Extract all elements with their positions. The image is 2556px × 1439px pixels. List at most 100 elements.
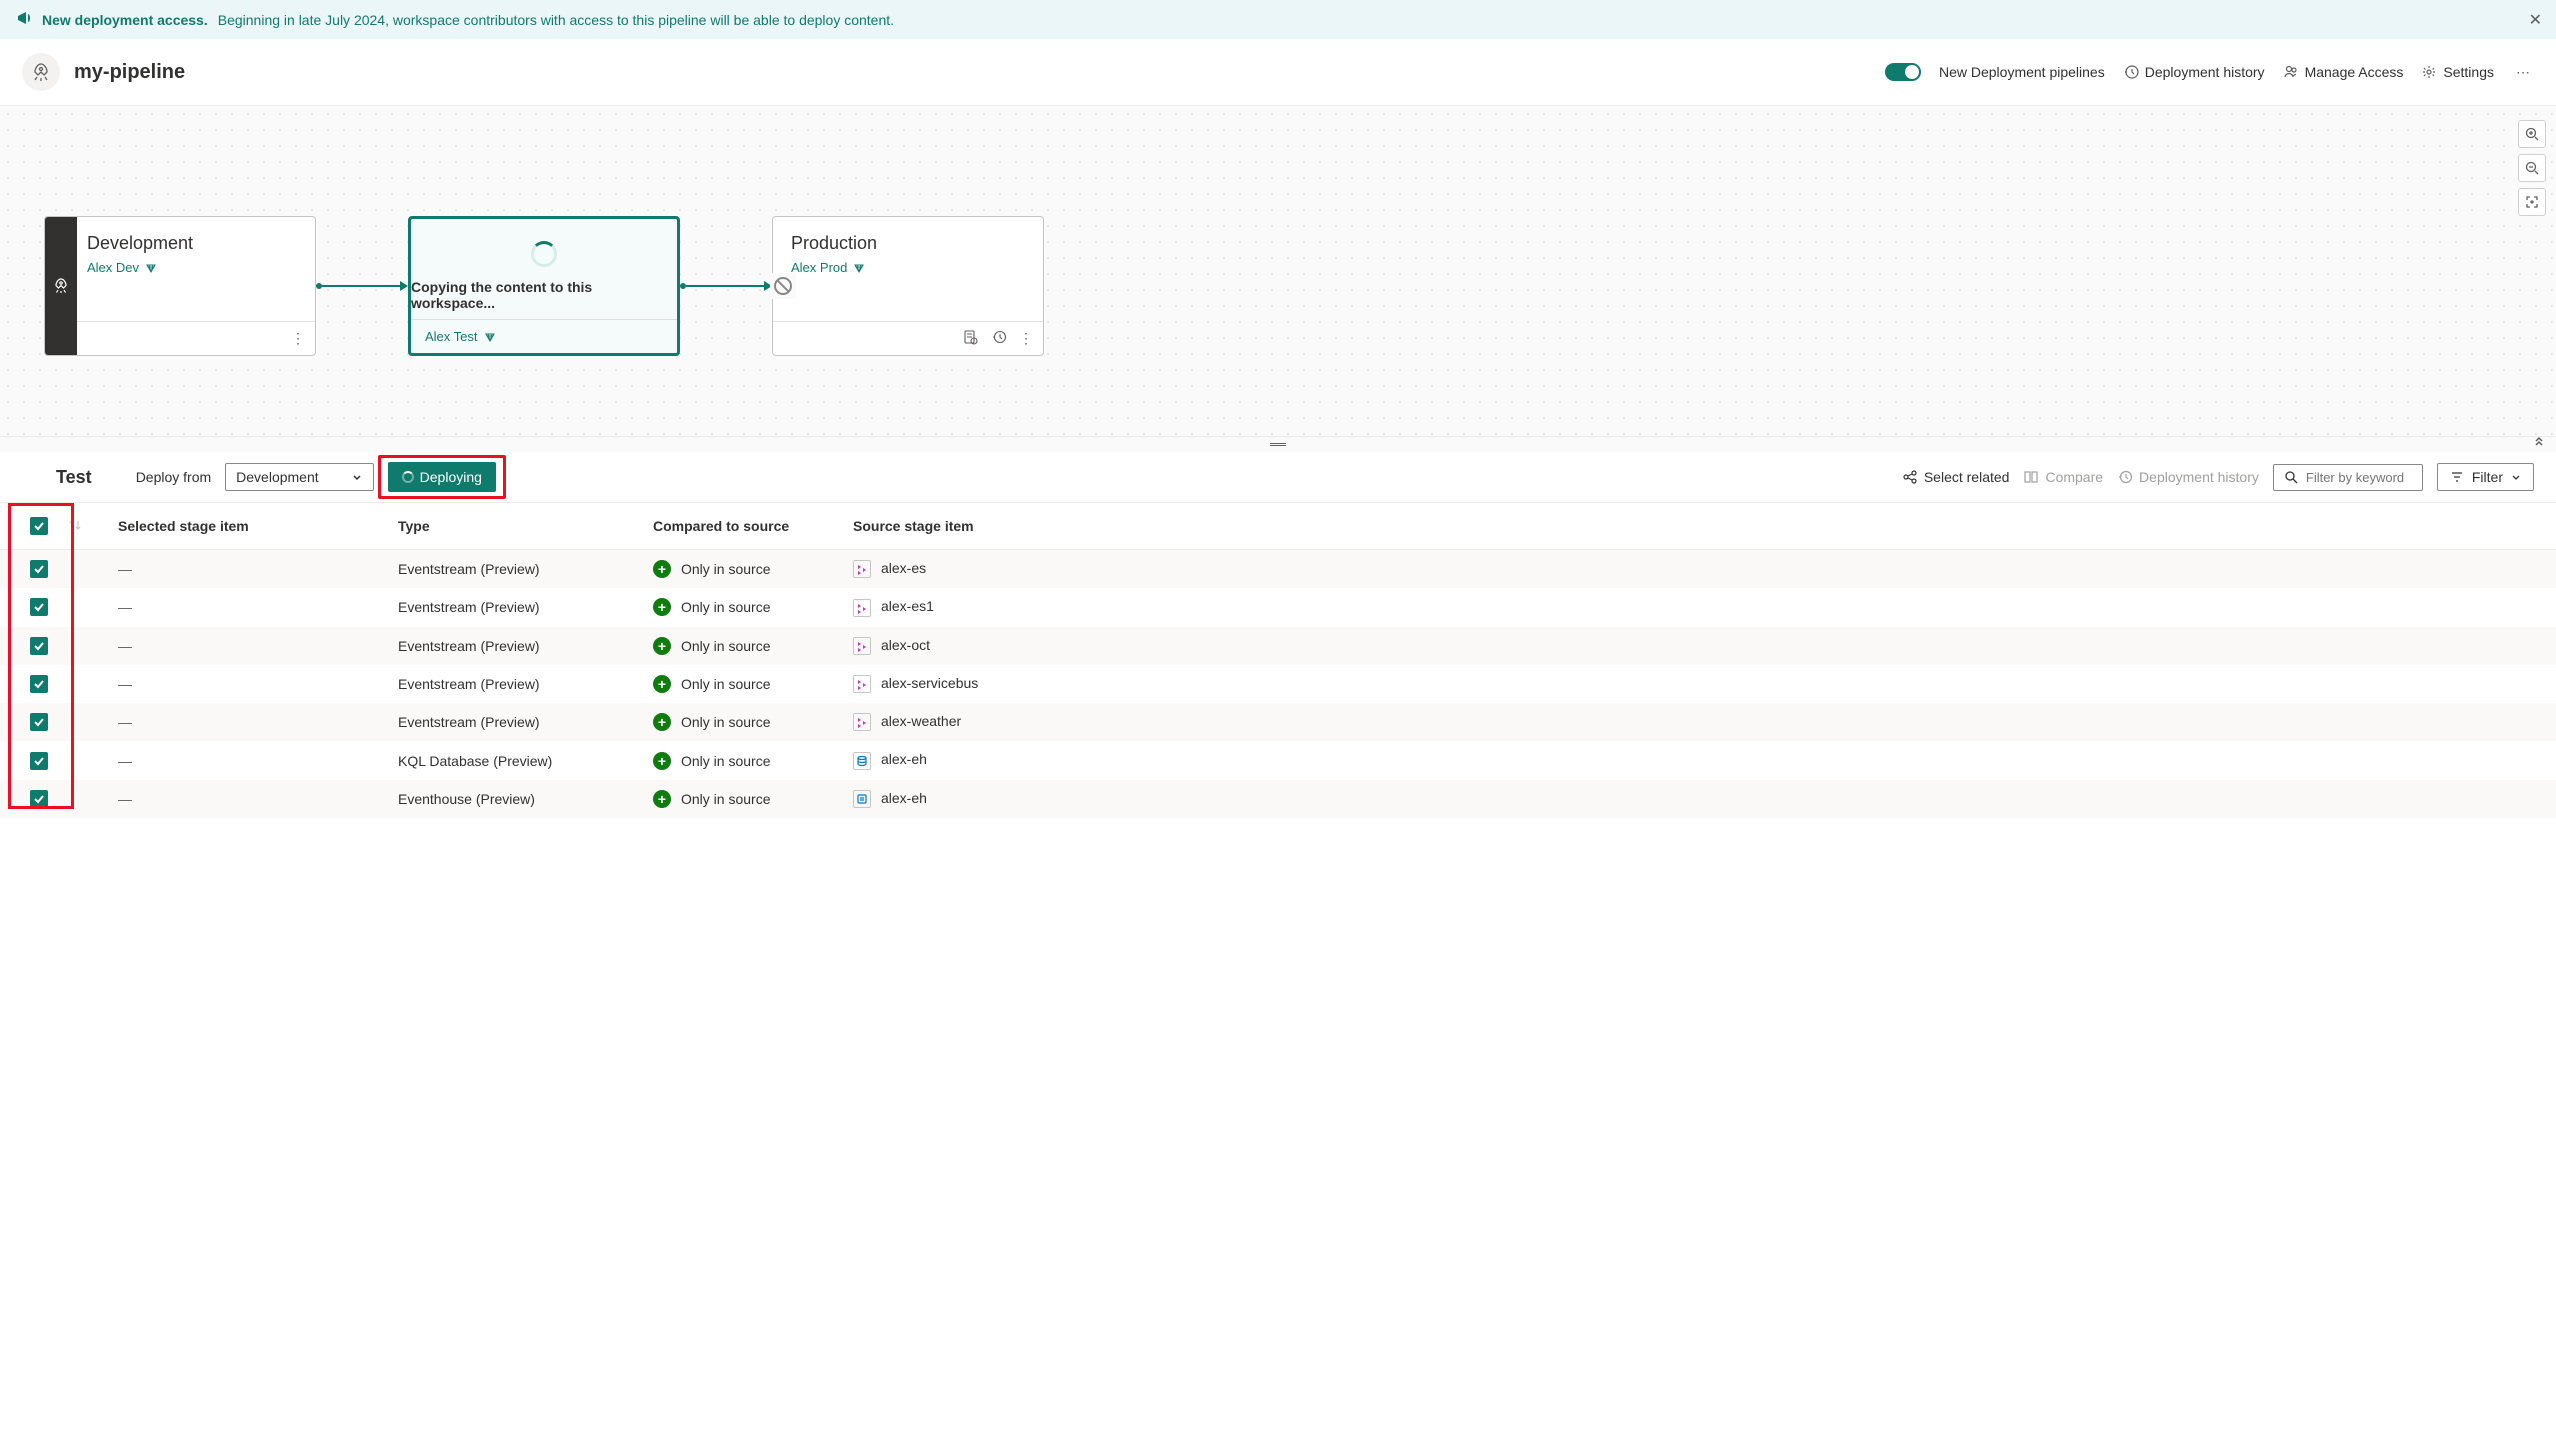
- more-icon[interactable]: ⋯: [2512, 64, 2534, 81]
- fit-view-button[interactable]: [2518, 188, 2546, 216]
- more-vertical-icon[interactable]: ⋮: [291, 330, 305, 347]
- filter-button[interactable]: Filter: [2437, 463, 2534, 491]
- deploy-from-select[interactable]: Development: [225, 463, 374, 491]
- manage-access-link[interactable]: Manage Access: [2283, 64, 2404, 80]
- sort-icon[interactable]: [68, 519, 82, 535]
- type-cell: Eventstream (Preview): [388, 550, 643, 589]
- source-cell: alex-eh: [843, 741, 2556, 779]
- selected-item-cell: —: [118, 714, 132, 730]
- stage-development[interactable]: Development Alex Dev ⋮: [44, 216, 316, 356]
- page-header: my-pipeline New Deployment pipelines Dep…: [0, 39, 2556, 106]
- row-checkbox[interactable]: [30, 560, 48, 578]
- compare-icon: [2023, 469, 2039, 485]
- diamond-icon: [145, 262, 157, 274]
- copying-text: Copying the content to this workspace...: [411, 279, 677, 311]
- compared-cell: +Only in source: [643, 588, 843, 626]
- table-row[interactable]: — Eventhouse (Preview) +Only in source a…: [0, 780, 2556, 818]
- row-checkbox[interactable]: [30, 675, 48, 693]
- spinner-icon: [402, 471, 414, 483]
- source-cell: alex-es: [843, 550, 2556, 589]
- panel-resize-handle[interactable]: [0, 436, 2556, 452]
- source-cell: alex-weather: [843, 703, 2556, 741]
- empty-badge: [770, 273, 796, 299]
- row-checkbox[interactable]: [30, 790, 48, 808]
- item-type-icon: [853, 599, 871, 617]
- rocket-icon: [22, 53, 60, 91]
- filter-input[interactable]: [2306, 470, 2412, 485]
- stage-workspace: Alex Prod: [791, 260, 1025, 275]
- zoom-in-button[interactable]: [2518, 120, 2546, 148]
- table-row[interactable]: — Eventstream (Preview) +Only in source …: [0, 627, 2556, 665]
- stage-title: Production: [791, 233, 1025, 254]
- toggle-label: New Deployment pipelines: [1939, 64, 2105, 80]
- details-title: Test: [56, 467, 92, 488]
- row-checkbox[interactable]: [30, 598, 48, 616]
- diamond-icon: [853, 262, 865, 274]
- compared-cell: +Only in source: [643, 780, 843, 818]
- pipeline-canvas: Development Alex Dev ⋮ Copying the conte…: [0, 106, 2556, 436]
- col-compared: Compared to source: [643, 503, 843, 550]
- stage-title: Development: [87, 233, 297, 254]
- compare-button: Compare: [2023, 469, 2103, 485]
- item-type-icon: [853, 713, 871, 731]
- stage-workspace: Alex Dev: [87, 260, 297, 275]
- col-type: Type: [388, 503, 643, 550]
- chevron-down-icon: [351, 471, 363, 483]
- table-row[interactable]: — Eventstream (Preview) +Only in source …: [0, 550, 2556, 589]
- plus-badge-icon: +: [653, 675, 671, 693]
- history-icon[interactable]: [991, 329, 1007, 348]
- gear-icon: [2421, 64, 2437, 80]
- info-banner: New deployment access. Beginning in late…: [0, 0, 2556, 39]
- zoom-out-button[interactable]: [2518, 154, 2546, 182]
- share-icon: [1902, 469, 1918, 485]
- selected-item-cell: —: [118, 753, 132, 769]
- more-vertical-icon[interactable]: ⋮: [1019, 330, 1033, 347]
- deploy-button[interactable]: Deploying: [388, 462, 496, 492]
- compared-cell: +Only in source: [643, 550, 843, 589]
- col-source: Source stage item: [843, 503, 2556, 550]
- item-type-icon: [853, 560, 871, 578]
- source-cell: alex-servicebus: [843, 665, 2556, 703]
- history-icon: [2117, 469, 2133, 485]
- megaphone-icon: [16, 10, 32, 29]
- history-icon: [2123, 64, 2139, 80]
- filter-search[interactable]: [2273, 464, 2423, 491]
- items-table: Selected stage item Type Compared to sou…: [0, 503, 2556, 818]
- select-all-checkbox[interactable]: [30, 517, 48, 535]
- rules-icon[interactable]: [963, 329, 979, 348]
- selected-item-cell: —: [118, 791, 132, 807]
- connector: [316, 281, 408, 291]
- compared-cell: +Only in source: [643, 703, 843, 741]
- details-toolbar: Test Deploy from Development Deploying S…: [0, 452, 2556, 503]
- settings-link[interactable]: Settings: [2421, 64, 2494, 80]
- table-row[interactable]: — Eventstream (Preview) +Only in source …: [0, 703, 2556, 741]
- type-cell: Eventhouse (Preview): [388, 780, 643, 818]
- stage-test[interactable]: Copying the content to this workspace...…: [408, 216, 680, 356]
- table-row[interactable]: — Eventstream (Preview) +Only in source …: [0, 665, 2556, 703]
- deployment-history-link[interactable]: Deployment history: [2123, 64, 2265, 80]
- expand-icon[interactable]: [2532, 436, 2546, 453]
- items-table-wrap: Selected stage item Type Compared to sou…: [0, 503, 2556, 818]
- row-checkbox[interactable]: [30, 752, 48, 770]
- table-row[interactable]: — KQL Database (Preview) +Only in source…: [0, 741, 2556, 779]
- stage-production[interactable]: Production Alex Prod ⋮: [772, 216, 1044, 356]
- type-cell: Eventstream (Preview): [388, 703, 643, 741]
- row-checkbox[interactable]: [30, 713, 48, 731]
- people-icon: [2283, 64, 2299, 80]
- selected-item-cell: —: [118, 676, 132, 692]
- stage-sidebar-icon: [45, 217, 77, 355]
- banner-text: Beginning in late July 2024, workspace c…: [218, 12, 894, 28]
- row-checkbox[interactable]: [30, 637, 48, 655]
- new-pipelines-toggle[interactable]: [1885, 63, 1921, 81]
- compared-cell: +Only in source: [643, 665, 843, 703]
- source-cell: alex-eh: [843, 780, 2556, 818]
- plus-badge-icon: +: [653, 752, 671, 770]
- stage-workspace: Alex Test: [425, 329, 496, 344]
- table-row[interactable]: — Eventstream (Preview) +Only in source …: [0, 588, 2556, 626]
- col-selected: Selected stage item: [108, 503, 388, 550]
- item-type-icon: [853, 675, 871, 693]
- item-type-icon: [853, 790, 871, 808]
- close-icon[interactable]: ✕: [2529, 10, 2542, 30]
- compared-cell: +Only in source: [643, 627, 843, 665]
- select-related-button[interactable]: Select related: [1902, 469, 2010, 485]
